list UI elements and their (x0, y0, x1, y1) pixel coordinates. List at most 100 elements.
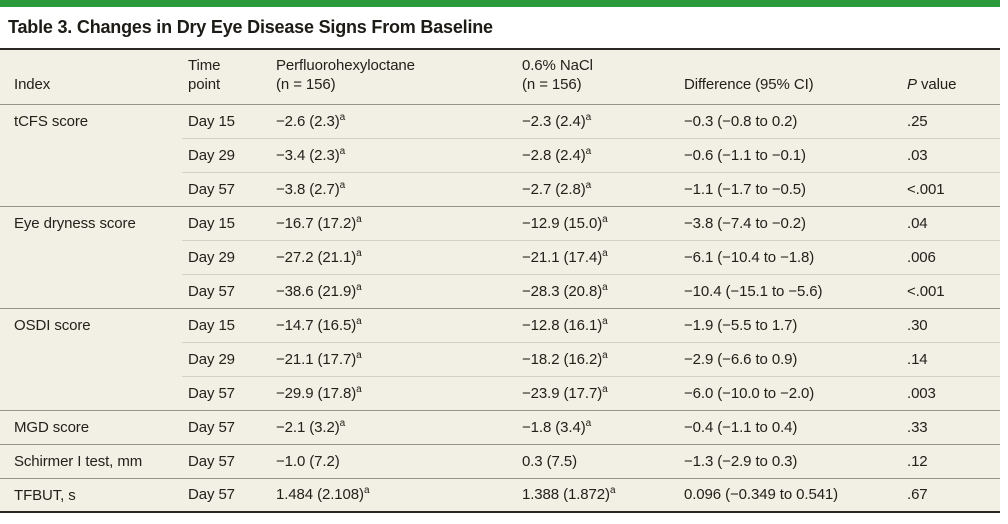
header-nacl: 0.6% NaCl (n = 156) (516, 49, 678, 105)
pvalue-cell: .12 (901, 443, 1000, 478)
drug-cell: −2.1 (3.2)a (270, 409, 516, 444)
table-header: Index Time point Perfluorohexyloctane (n… (0, 49, 1000, 105)
footnote-marker: a (602, 247, 608, 259)
difference-cell: 0.096 (−0.349 to 0.541) (678, 477, 901, 513)
difference-cell: −2.9 (−6.6 to 0.9) (678, 341, 901, 376)
index-cell: tCFS score (0, 103, 182, 206)
footnote-marker: a (585, 145, 592, 157)
pvalue-cell: .03 (901, 137, 1000, 172)
pvalue-cell: .30 (901, 307, 1000, 342)
drug-cell: −14.7 (16.5)a (270, 307, 516, 342)
difference-cell: −1.1 (−1.7 to −0.5) (678, 171, 901, 206)
header-p-italic: P (907, 75, 917, 93)
footnote-marker: a (339, 111, 346, 123)
drug-cell: −16.7 (17.2)a (270, 205, 516, 240)
footnote-marker: a (585, 417, 592, 429)
time-cell: Day 57 (182, 273, 270, 308)
nacl-cell: −2.8 (2.4)a (516, 137, 678, 172)
drug-cell: 1.484 (2.108)a (270, 477, 516, 513)
difference-cell: −1.3 (−2.9 to 0.3) (678, 443, 901, 478)
table-row: Day 29 −27.2 (21.1)a −21.1 (17.4)a −6.1 … (0, 239, 1000, 274)
difference-cell: −3.8 (−7.4 to −0.2) (678, 205, 901, 240)
time-cell: Day 57 (182, 443, 270, 478)
header-p-value: P value (901, 49, 1000, 105)
pvalue-cell: .006 (901, 239, 1000, 274)
drug-cell: −38.6 (21.9)a (270, 273, 516, 308)
difference-cell: −6.1 (−10.4 to −1.8) (678, 239, 901, 274)
table-row: Eye dryness score Day 15 −16.7 (17.2)a −… (0, 205, 1000, 308)
time-cell: Day 29 (182, 137, 270, 172)
header-index: Index (0, 49, 182, 105)
index-cell: OSDI score (0, 307, 182, 410)
table-body: tCFS score Day 15 −2.6 (2.3)a −2.3 (2.4)… (0, 103, 1000, 513)
time-cell: Day 57 (182, 171, 270, 206)
footnote-marker: a (602, 349, 608, 361)
nacl-cell: 1.388 (1.872)a (516, 477, 678, 513)
pvalue-cell: <.001 (901, 171, 1000, 206)
pvalue-cell: .003 (901, 375, 1000, 410)
footnote-marker: a (339, 417, 346, 429)
nacl-cell: −18.2 (16.2)a (516, 341, 678, 376)
footnote-marker: a (602, 213, 608, 225)
header-drug-line2: (n = 156) (276, 75, 336, 93)
footnote-marker: a (602, 315, 608, 327)
header-nacl-line1: 0.6% NaCl (522, 57, 593, 74)
index-cell: Eye dryness score (0, 205, 182, 308)
drug-cell: −21.1 (17.7)a (270, 341, 516, 376)
title-band: Table 3. Changes in Dry Eye Disease Sign… (0, 7, 1000, 48)
difference-cell: −1.9 (−5.5 to 1.7) (678, 307, 901, 342)
footnote-marker: a (363, 485, 370, 497)
nacl-cell: 0.3 (7.5) (516, 443, 678, 478)
difference-cell: −10.4 (−15.1 to −5.6) (678, 273, 901, 308)
index-cell: TFBUT, s (0, 477, 182, 513)
footnote-marker: a (356, 383, 362, 395)
index-cell: Schirmer I test, mm (0, 443, 182, 478)
header-difference: Difference (95% CI) (678, 49, 901, 105)
footnote-marker: a (356, 349, 362, 361)
header-nacl-line2: (n = 156) (522, 75, 582, 93)
footnote-marker: a (339, 145, 346, 157)
time-cell: Day 57 (182, 477, 270, 513)
pvalue-cell: .14 (901, 341, 1000, 376)
index-cell: MGD score (0, 409, 182, 444)
nacl-cell: −23.9 (17.7)a (516, 375, 678, 410)
table-row: MGD score Day 57 −2.1 (3.2)a −1.8 (3.4)a… (0, 409, 1000, 444)
table-row: TFBUT, s Day 57 1.484 (2.108)a 1.388 (1.… (0, 477, 1000, 513)
drug-cell: −2.6 (2.3)a (270, 103, 516, 138)
header-time-line1: Time (188, 57, 221, 74)
time-cell: Day 57 (182, 409, 270, 444)
header-time-line2: point (188, 75, 221, 93)
time-cell: Day 57 (182, 375, 270, 410)
nacl-cell: −12.9 (15.0)a (516, 205, 678, 240)
pvalue-cell: .67 (901, 477, 1000, 513)
drug-cell: −1.0 (7.2) (270, 443, 516, 478)
nacl-cell: −21.1 (17.4)a (516, 239, 678, 274)
nacl-cell: −2.3 (2.4)a (516, 103, 678, 138)
table-row: Day 57 −3.8 (2.7)a −2.7 (2.8)a −1.1 (−1.… (0, 171, 1000, 206)
time-cell: Day 29 (182, 239, 270, 274)
drug-cell: −29.9 (17.8)a (270, 375, 516, 410)
header-time-point: Time point (182, 49, 270, 105)
nacl-cell: −1.8 (3.4)a (516, 409, 678, 444)
table-row: Day 29 −3.4 (2.3)a −2.8 (2.4)a −0.6 (−1.… (0, 137, 1000, 172)
header-row: Index Time point Perfluorohexyloctane (n… (0, 49, 1000, 105)
accent-bar (0, 0, 1000, 7)
footnote-marker: a (356, 315, 362, 327)
difference-cell: −0.6 (−1.1 to −0.1) (678, 137, 901, 172)
nacl-cell: −12.8 (16.1)a (516, 307, 678, 342)
table-row: OSDI score Day 15 −14.7 (16.5)a −12.8 (1… (0, 307, 1000, 410)
time-cell: Day 15 (182, 205, 270, 240)
difference-cell: −0.4 (−1.1 to 0.4) (678, 409, 901, 444)
header-perfluorohexyloctane: Perfluorohexyloctane (n = 156) (270, 49, 516, 105)
pvalue-cell: .04 (901, 205, 1000, 240)
table-title: Table 3. Changes in Dry Eye Disease Sign… (8, 17, 493, 37)
table-row: Schirmer I test, mm Day 57 −1.0 (7.2) 0.… (0, 443, 1000, 478)
pvalue-cell: <.001 (901, 273, 1000, 308)
footnote-marker: a (339, 179, 346, 191)
table-row: Day 57 −29.9 (17.8)a −23.9 (17.7)a −6.0 … (0, 375, 1000, 410)
drug-cell: −3.4 (2.3)a (270, 137, 516, 172)
dry-eye-signs-table: Index Time point Perfluorohexyloctane (n… (0, 48, 1000, 513)
header-drug-line1: Perfluorohexyloctane (276, 57, 415, 74)
pvalue-cell: .33 (901, 409, 1000, 444)
table-row: Day 57 −38.6 (21.9)a −28.3 (20.8)a −10.4… (0, 273, 1000, 308)
